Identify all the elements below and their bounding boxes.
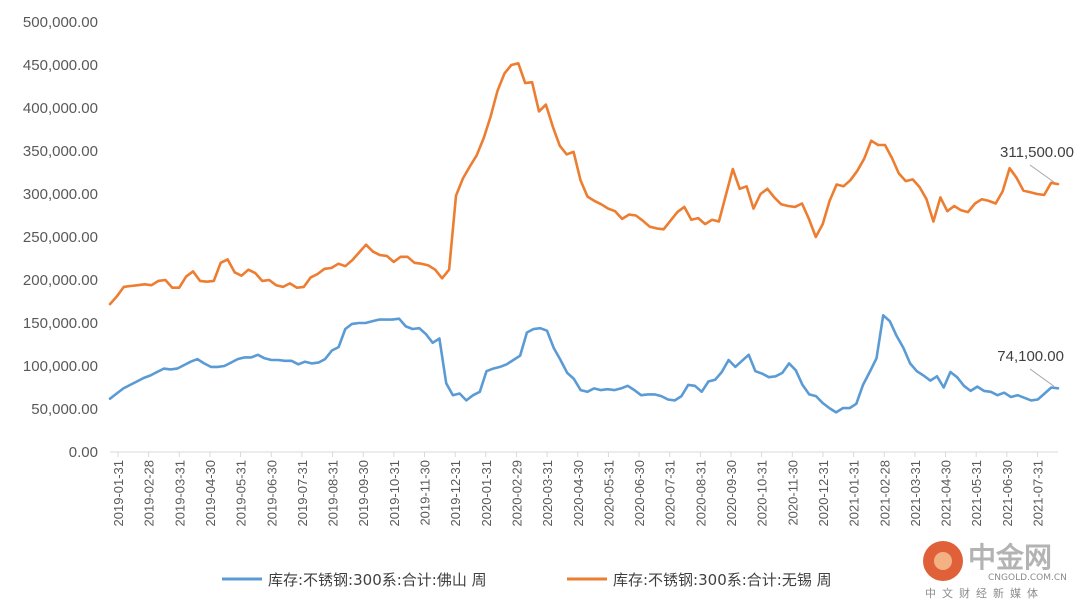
x-tick-label: 2020-11-30 [785,460,800,526]
logo-icon-inner [934,552,952,570]
y-tick-label: 50,000.00 [31,401,98,418]
legend-label-wuxi: 库存:不锈钢:300系:合计:无锡 周 [613,571,832,589]
x-tick-label: 2020-05-31 [601,460,616,527]
watermark-tagline: 中文财经新媒体 [925,586,1044,600]
x-tick-label: 2019-05-31 [234,460,249,527]
end-label-foshan: 74,100.00 [997,348,1064,365]
x-tick-label: 2021-03-31 [908,460,923,527]
y-tick-label: 300,000.00 [23,186,98,203]
x-tick-label: 2020-02-29 [509,460,524,527]
x-tick-label: 2019-01-31 [111,460,126,527]
x-tick-label: 2020-01-31 [479,460,494,527]
y-tick-label: 100,000.00 [23,358,98,375]
end-label-leader [1029,368,1055,387]
y-tick-label: 200,000.00 [23,272,98,289]
y-tick-label: 450,000.00 [23,57,98,74]
end-label-wuxi: 311,500.00 [1000,144,1074,161]
watermark-logo: 中金网 CNGOLD.COM.CN 中文财经新媒体 [923,541,1067,600]
x-tick-label: 2020-09-30 [724,460,739,527]
x-tick-label: 2019-04-30 [203,460,218,527]
x-tick-label: 2021-02-28 [877,460,892,527]
y-tick-label: 150,000.00 [23,315,98,332]
y-axis-ticks: 0.00 50,000.00 100,000.00 150,000.00 200,000… [23,14,98,461]
x-tick-label: 2020-03-31 [540,460,555,527]
series-layer [108,61,1060,414]
x-tick-label: 2021-04-30 [939,460,954,527]
watermark-brand: 中金网 [968,541,1052,574]
legend: 库存:不锈钢:300系:合计:佛山 周 库存:不锈钢:300系:合计:无锡 周 [222,571,832,589]
end-labels: 74,100.00 311,500.00 [997,144,1074,387]
x-tick-label: 2019-11-30 [418,460,433,526]
x-tick-label: 2020-04-30 [571,460,586,527]
y-tick-label: 250,000.00 [23,229,98,246]
x-axis-ticks: 2019-01-31 2019-02-28 2019-03-31 2019-04-30… [111,452,1046,527]
x-tick-label: 2021-01-31 [847,460,862,527]
x-tick-label: 2020-12-31 [816,460,831,527]
y-tick-label: 500,000.00 [23,14,98,31]
x-tick-label: 2021-07-31 [1031,460,1046,527]
y-tick-label: 350,000.00 [23,143,98,160]
x-tick-label: 2020-10-31 [755,460,770,527]
series-line-foshan [108,313,1060,414]
x-tick-label: 2019-03-31 [172,460,187,527]
watermark-domain: CNGOLD.COM.CN [988,573,1067,583]
x-tick-label: 2021-05-31 [969,460,984,527]
x-tick-label: 2020-07-31 [663,460,678,527]
x-tick-label: 2020-08-31 [693,460,708,527]
x-tick-label: 2020-06-30 [632,460,647,527]
series-line-wuxi [108,61,1060,306]
x-tick-label: 2019-12-31 [448,460,463,527]
y-tick-label: 0.00 [69,444,98,461]
legend-label-foshan: 库存:不锈钢:300系:合计:佛山 周 [268,571,487,589]
x-tick-label: 2019-07-31 [295,460,310,527]
x-tick-label: 2021-06-30 [1000,460,1015,527]
x-tick-label: 2019-02-28 [142,460,157,527]
x-tick-label: 2019-09-30 [356,460,371,527]
y-tick-label: 400,000.00 [23,100,98,117]
x-tick-label: 2019-08-31 [326,460,341,527]
end-label-leader [1029,164,1055,183]
x-tick-label: 2019-06-30 [264,460,279,527]
x-tick-label: 2019-10-31 [387,460,402,527]
